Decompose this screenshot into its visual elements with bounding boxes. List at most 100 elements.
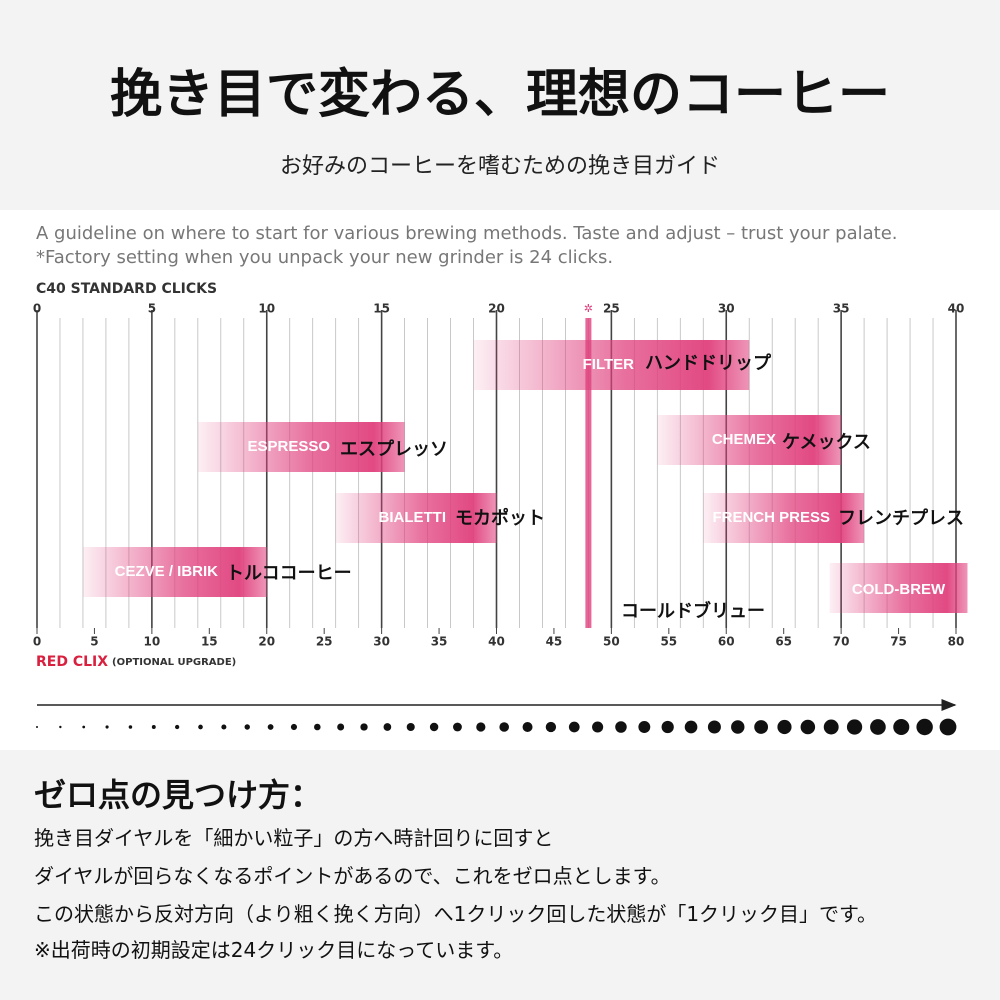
- dot: [800, 719, 816, 735]
- x2-tick-label: 20: [258, 635, 275, 649]
- x2-tick-label: 70: [833, 635, 850, 649]
- dot: [522, 722, 533, 732]
- x2-tick-label: 40: [488, 635, 505, 649]
- x2-tick-label: 65: [775, 635, 792, 649]
- header: 挽き目で変わる、理想のコーヒー お好みのコーヒーを嗜むための挽き目ガイド: [0, 0, 1000, 210]
- dot: [128, 725, 133, 729]
- dot: [105, 725, 109, 729]
- bar-label: CEZVE / IBRIK: [115, 563, 219, 580]
- dot: [846, 719, 863, 735]
- dot: [360, 723, 368, 731]
- x2-tick-label: 35: [431, 635, 448, 649]
- dot: [476, 722, 486, 732]
- x2-tick-label: 5: [90, 635, 98, 649]
- note: *Factory setting when you unpack your ne…: [36, 247, 613, 268]
- dot: [314, 723, 321, 731]
- bar-label: FILTER: [583, 356, 635, 373]
- dot: [267, 724, 274, 730]
- bar-label: CHEMEX: [712, 431, 776, 448]
- x2-axis-title: RED CLIX: [36, 654, 108, 670]
- subtitle: お好みのコーヒーを嗜むための挽き目ガイド: [279, 154, 720, 179]
- dot: [823, 719, 839, 735]
- title: 挽き目で変わる、理想のコーヒー: [109, 64, 890, 125]
- x-tick-label: 20: [488, 302, 505, 316]
- dot: [777, 719, 792, 735]
- x2-tick-label: 10: [144, 635, 161, 649]
- range-bar: [657, 415, 842, 465]
- dot: [290, 723, 298, 731]
- chart: A guideline on where to start for variou…: [33, 223, 968, 736]
- dot: [707, 720, 721, 734]
- bar-label-ja: モカポット: [455, 507, 545, 529]
- bar-label-ja: フレンチプレス: [838, 507, 964, 529]
- footer-heading: ゼロ点の見つけ方：: [34, 776, 323, 814]
- x2-axis-title: RED CLIX (OPTIONAL UPGRADE): [36, 654, 236, 670]
- dot: [754, 720, 769, 734]
- dot: [638, 721, 651, 733]
- bar-label: ESPRESSO: [247, 438, 330, 455]
- dot: [429, 722, 439, 732]
- dot: [82, 725, 86, 729]
- dot: [151, 725, 156, 729]
- dot: [568, 721, 580, 733]
- dot: [453, 722, 462, 732]
- x2-tick-label: 60: [718, 635, 735, 649]
- dot: [731, 720, 745, 734]
- bar-label-ja: ケメックス: [782, 432, 871, 453]
- dot: [221, 724, 227, 730]
- x2-tick-label: 80: [948, 635, 965, 649]
- x2-axis-note: (OPTIONAL UPGRADE): [112, 657, 236, 668]
- bar-label-ja: ハンドドリップ: [645, 352, 772, 374]
- range-bar: [197, 422, 405, 472]
- dot: [545, 721, 557, 733]
- dot: [59, 725, 62, 729]
- x2-tick-label: 15: [201, 635, 218, 649]
- x2-tick-label: 0: [33, 635, 41, 649]
- x-tick-label: 10: [258, 302, 275, 316]
- dot: [893, 718, 910, 736]
- note: A guideline on where to start for variou…: [36, 223, 898, 244]
- footer-line: 挽き目ダイヤルを「細かい粒子」の方へ時計回りに回すと: [34, 826, 554, 850]
- footer-line: ※出荷時の初期設定は24クリック目になっています。: [34, 938, 514, 962]
- x-tick-label: 35: [833, 302, 850, 316]
- x-tick-label: 30: [718, 302, 735, 316]
- x2-tick-label: 55: [660, 635, 677, 649]
- dot: [870, 719, 886, 735]
- dot: [499, 722, 509, 732]
- dot: [684, 720, 698, 734]
- range-bar: [473, 340, 750, 390]
- x2-tick-label: 45: [546, 635, 563, 649]
- x-tick-label: 15: [373, 302, 390, 316]
- factory-marker: [585, 318, 592, 628]
- bar-label: FRENCH PRESS: [712, 509, 830, 526]
- x-axis-title: C40 STANDARD CLICKS: [36, 281, 217, 297]
- bar-label-ja: トルココーヒー: [226, 563, 352, 584]
- dot: [661, 720, 674, 734]
- x-tick-label: 25: [603, 302, 620, 316]
- bar-label-ja: コールドブリュー: [621, 600, 765, 622]
- footer-line: この状態から反対方向（より粗く挽く方向）へ1クリック回した状態が「1クリック目」…: [34, 902, 878, 926]
- x2-tick-label: 75: [890, 635, 907, 649]
- bar-label: BIALETTI: [379, 509, 447, 526]
- footer: ゼロ点の見つけ方： 挽き目ダイヤルを「細かい粒子」の方へ時計回りに回すと ダイヤ…: [0, 750, 1000, 1000]
- dot: [198, 724, 203, 730]
- dot: [383, 723, 392, 731]
- bar-label-ja: エスプレッソ: [340, 438, 448, 460]
- range-bar: [335, 493, 497, 543]
- dot: [916, 718, 933, 736]
- x2-tick-label: 25: [316, 635, 333, 649]
- bar-label: COLD-BREW: [852, 581, 946, 598]
- dot: [592, 721, 604, 733]
- dot: [175, 724, 180, 730]
- x-tick-label: 0: [33, 302, 41, 316]
- range-bar: [703, 493, 865, 543]
- dot: [939, 718, 957, 736]
- x-tick-label: 40: [948, 302, 965, 316]
- dot: [244, 724, 250, 730]
- dot: [337, 723, 345, 731]
- factory-marker-label: ✲: [584, 302, 593, 315]
- dot: [615, 721, 627, 733]
- dot: [406, 722, 415, 732]
- footer-line: ダイヤルが回らなくなるポイントがあるので、これをゼロ点とします。: [34, 864, 671, 888]
